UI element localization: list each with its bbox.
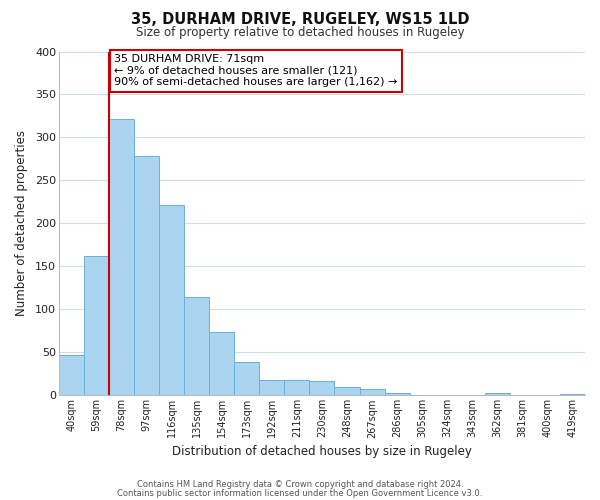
- Y-axis label: Number of detached properties: Number of detached properties: [15, 130, 28, 316]
- Bar: [485, 393, 510, 396]
- Bar: [134, 156, 159, 396]
- Bar: [334, 387, 359, 396]
- Bar: [184, 296, 209, 396]
- Bar: [385, 393, 410, 396]
- Text: 35, DURHAM DRIVE, RUGELEY, WS15 1LD: 35, DURHAM DRIVE, RUGELEY, WS15 1LD: [131, 12, 469, 28]
- Bar: [310, 381, 334, 396]
- Bar: [159, 206, 184, 396]
- Bar: [359, 390, 385, 396]
- X-axis label: Distribution of detached houses by size in Rugeley: Distribution of detached houses by size …: [172, 444, 472, 458]
- Text: 35 DURHAM DRIVE: 71sqm
← 9% of detached houses are smaller (121)
90% of semi-det: 35 DURHAM DRIVE: 71sqm ← 9% of detached …: [114, 54, 397, 88]
- Text: Size of property relative to detached houses in Rugeley: Size of property relative to detached ho…: [136, 26, 464, 39]
- Bar: [284, 380, 310, 396]
- Bar: [109, 120, 134, 396]
- Text: Contains public sector information licensed under the Open Government Licence v3: Contains public sector information licen…: [118, 488, 482, 498]
- Text: Contains HM Land Registry data © Crown copyright and database right 2024.: Contains HM Land Registry data © Crown c…: [137, 480, 463, 489]
- Bar: [259, 380, 284, 396]
- Bar: [209, 332, 234, 396]
- Bar: [59, 355, 84, 396]
- Bar: [234, 362, 259, 396]
- Bar: [84, 256, 109, 396]
- Bar: [560, 394, 585, 396]
